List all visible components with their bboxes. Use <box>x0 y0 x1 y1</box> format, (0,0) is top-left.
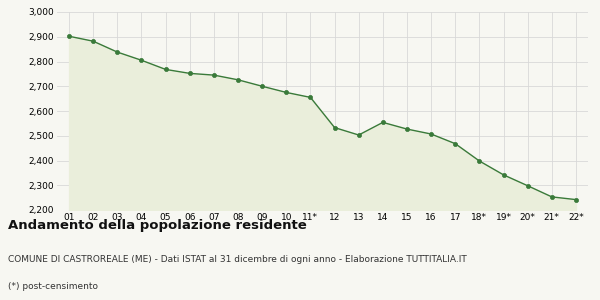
Text: Andamento della popolazione residente: Andamento della popolazione residente <box>8 219 307 232</box>
Text: COMUNE DI CASTROREALE (ME) - Dati ISTAT al 31 dicembre di ogni anno - Elaborazio: COMUNE DI CASTROREALE (ME) - Dati ISTAT … <box>8 255 467 264</box>
Text: (*) post-censimento: (*) post-censimento <box>8 282 98 291</box>
